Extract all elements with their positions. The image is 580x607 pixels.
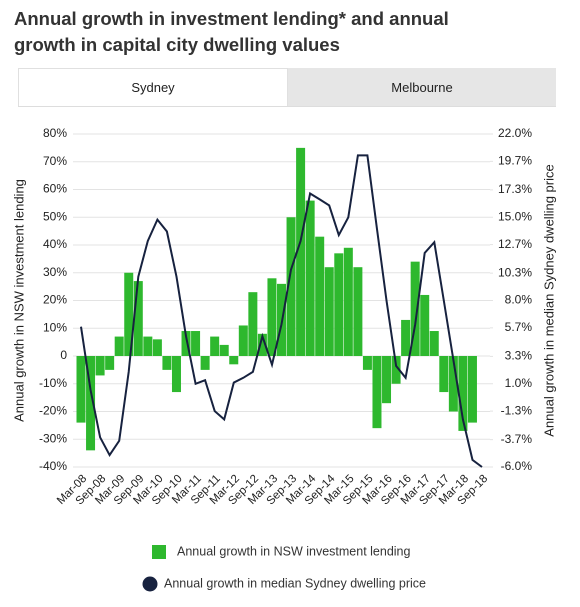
y-axis-label: Annual growth in NSW investment lending: [11, 179, 26, 422]
bar: [238, 325, 248, 356]
y2-tick-label: -1.3%: [501, 403, 533, 417]
bar: [219, 344, 229, 356]
bar: [353, 267, 363, 356]
bar: [76, 356, 86, 423]
bar: [429, 331, 439, 356]
y-tick-label: 80%: [43, 126, 67, 140]
bar: [152, 339, 162, 356]
bar: [315, 236, 325, 356]
bar: [296, 147, 306, 356]
y-tick-label: -10%: [39, 376, 67, 390]
bar: [181, 331, 191, 356]
bar: [458, 356, 468, 431]
y2-tick-label: 19.7%: [498, 154, 532, 168]
y-tick-label: 60%: [43, 182, 67, 196]
tab-bar: Sydney Melbourne: [18, 68, 556, 107]
y2-tick-label: 1.0%: [505, 376, 533, 390]
bar: [162, 356, 172, 370]
bar: [114, 336, 124, 356]
legend-label: Annual growth in median Sydney dwelling …: [164, 576, 426, 590]
y2-tick-label: 12.7%: [498, 237, 532, 251]
bar: [124, 272, 134, 356]
bar: [248, 292, 258, 356]
y2-tick-label: 15.0%: [498, 209, 532, 223]
legend-swatch: [152, 545, 166, 559]
y2-tick-label: 22.0%: [498, 126, 532, 140]
y-tick-label: 20%: [43, 293, 67, 307]
bar: [391, 356, 401, 384]
y2-tick-label: 3.3%: [505, 349, 533, 363]
bar: [95, 356, 105, 376]
bar: [210, 336, 220, 356]
bar: [267, 278, 277, 356]
tab[interactable]: Sydney: [18, 68, 288, 106]
y2-tick-label: 10.3%: [498, 265, 532, 279]
legend-label: Annual growth in NSW investment lending: [177, 544, 411, 558]
legend-swatch: [142, 576, 158, 592]
bar: [382, 356, 392, 404]
bar: [191, 331, 201, 356]
bar: [229, 356, 239, 365]
bar: [439, 356, 449, 393]
bar: [467, 356, 477, 423]
tab[interactable]: Melbourne: [288, 68, 556, 106]
bar: [200, 356, 210, 370]
page-title: Annual growth in investment lending* and…: [14, 8, 449, 55]
bar: [362, 356, 372, 370]
bar: [105, 356, 115, 370]
bar: [171, 356, 181, 393]
y2-tick-label: -3.7%: [501, 432, 533, 446]
y-tick-label: 50%: [43, 209, 67, 223]
bar: [143, 336, 153, 356]
y-tick-label: -30%: [39, 431, 67, 445]
y2-tick-label: -6.0%: [501, 459, 533, 473]
y-tick-label: -20%: [39, 404, 67, 418]
y-tick-label: 0: [60, 348, 67, 362]
bar: [420, 294, 430, 356]
bar: [257, 333, 267, 356]
bar: [324, 267, 334, 356]
bar: [448, 356, 458, 412]
y2-tick-label: 5.7%: [505, 320, 533, 334]
bar: [133, 281, 143, 356]
y2-tick-label: 8.0%: [505, 293, 533, 307]
bar: [372, 356, 382, 429]
bar: [286, 217, 296, 356]
bar: [401, 319, 411, 356]
y2-tick-label: 17.3%: [498, 182, 532, 196]
y-tick-label: 30%: [43, 265, 67, 279]
y-tick-label: 40%: [43, 237, 67, 251]
bar: [305, 200, 315, 356]
line: [80, 154, 483, 468]
y-tick-label: 70%: [43, 154, 67, 168]
y2-axis-label: Annual growth in median Sydney dwelling …: [541, 164, 556, 436]
bar: [86, 356, 96, 451]
bar: [343, 247, 353, 356]
bar: [410, 261, 420, 356]
y-tick-label: 10%: [43, 320, 67, 334]
bar: [334, 253, 344, 356]
y-tick-label: -40%: [39, 459, 67, 473]
